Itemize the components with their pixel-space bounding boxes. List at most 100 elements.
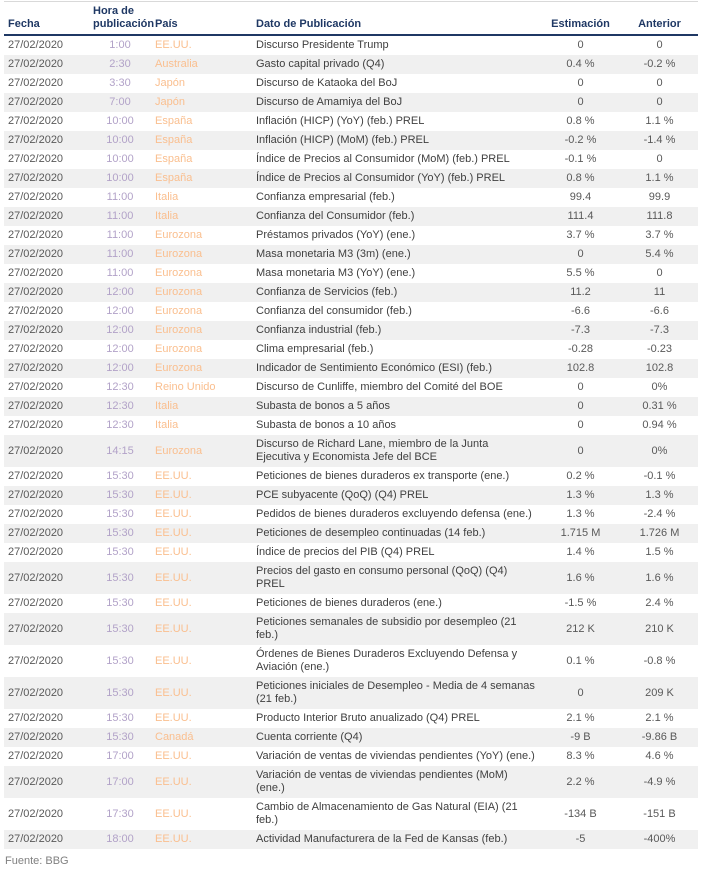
time-cell: 10:00 [106, 172, 134, 184]
event-cell: PCE subyacente (QoQ) (Q4) PREL [256, 489, 429, 501]
previous-cell: -2.4 % [643, 508, 676, 520]
date-cell: 27/02/2020 [8, 58, 64, 70]
time-cell: 15:30 [106, 731, 134, 743]
table-row: 27/02/2020 15:30 EE.UU. Precios del gasto e… [4, 562, 698, 594]
previous-cell: 2.4 % [645, 597, 674, 609]
previous-cell: -7.3 [650, 324, 669, 336]
country-cell: Eurozona [155, 305, 203, 317]
event-cell: Peticiones de bienes duraderos (ene.) [256, 597, 442, 609]
estimate-cell: 0 [577, 444, 584, 457]
event-cell: Variación de ventas de viviendas pendien… [256, 750, 535, 762]
time-cell: 2:30 [109, 58, 131, 70]
previous-cell: 209 K [645, 686, 674, 699]
date-cell: 27/02/2020 [8, 686, 64, 699]
date-cell: 27/02/2020 [8, 381, 64, 393]
date-cell: 27/02/2020 [8, 39, 64, 51]
country-cell: Japón [155, 77, 185, 89]
estimate-cell: 0 [577, 419, 584, 431]
time-cell: 12:00 [106, 324, 134, 336]
event-cell: Subasta de bonos a 10 años [256, 419, 397, 431]
date-cell: 27/02/2020 [8, 622, 64, 635]
column-header-fecha: Fecha [4, 1, 89, 36]
event-cell: Masa monetaria M3 (YoY) (ene.) [256, 267, 416, 279]
date-cell: 27/02/2020 [8, 807, 64, 820]
table-row: 27/02/2020 18:00 EE.UU. Actividad Manufactu… [4, 830, 698, 849]
event-cell: Discurso de Cunliffe, miembro del Comité… [256, 381, 503, 393]
table-row: 27/02/2020 17:00 EE.UU. Variación de ventas… [4, 747, 698, 766]
estimate-cell: 99.4 [569, 191, 592, 203]
table-row: 27/02/2020 12:00 Eurozona Indicador de Sent… [4, 359, 698, 378]
date-cell: 27/02/2020 [8, 489, 64, 501]
previous-cell: 0 [656, 77, 663, 89]
event-cell: Subasta de bonos a 5 años [256, 400, 390, 412]
country-cell: Eurozona [155, 248, 203, 260]
time-cell: 11:00 [106, 229, 134, 241]
country-cell: Canadá [155, 731, 194, 743]
table-row: 27/02/2020 12:00 Eurozona Confianza de Serv… [4, 283, 698, 302]
estimate-cell: 1.6 % [566, 571, 595, 584]
time-cell: 14:15 [106, 444, 134, 457]
estimate-cell: 0 [577, 381, 584, 393]
table-row: 27/02/2020 10:00 España Índice de Precios a… [4, 150, 698, 169]
event-cell: Confianza industrial (feb.) [256, 324, 382, 336]
previous-cell: 5.4 % [645, 248, 674, 260]
previous-cell: -0.8 % [643, 654, 676, 667]
date-cell: 27/02/2020 [8, 229, 64, 241]
country-cell: Italia [155, 400, 179, 412]
previous-cell: 11 [653, 286, 666, 298]
economic-calendar-table: Fecha Hora de publicación País Dato de P… [4, 1, 698, 849]
country-cell: España [155, 172, 193, 184]
table-row: 27/02/2020 15:30 EE.UU. Órdenes de Bienes D… [4, 645, 698, 677]
time-cell: 17:30 [106, 807, 134, 820]
date-cell: 27/02/2020 [8, 597, 64, 609]
country-cell: EE.UU. [155, 654, 192, 667]
country-cell: Japón [155, 96, 185, 108]
estimate-cell: 0.4 % [566, 58, 595, 70]
estimate-cell: 11.2 [570, 286, 591, 298]
previous-cell: 0 [656, 267, 663, 279]
time-cell: 17:00 [106, 750, 134, 762]
time-cell: 11:00 [106, 210, 134, 222]
estimate-cell: 0.1 % [566, 654, 595, 667]
date-cell: 27/02/2020 [8, 654, 64, 667]
column-header-estimacion: Estimación [540, 1, 621, 36]
table-row: 27/02/2020 17:30 EE.UU. Cambio de Almacenam… [4, 798, 698, 830]
table-row: 27/02/2020 17:00 EE.UU. Variación de ventas… [4, 766, 698, 798]
date-cell: 27/02/2020 [8, 96, 64, 108]
table-row: 27/02/2020 14:15 Eurozona Discurso de Richa… [4, 435, 698, 467]
previous-cell: 1.6 % [645, 571, 674, 584]
date-cell: 27/02/2020 [8, 305, 64, 317]
previous-cell: -0.23 [646, 343, 673, 355]
table-row: 27/02/2020 11:00 Eurozona Masa monetaria M3… [4, 245, 698, 264]
previous-cell: 2.1 % [645, 712, 674, 724]
previous-cell: 210 K [645, 622, 674, 635]
time-cell: 11:00 [106, 248, 134, 260]
event-cell: Discurso Presidente Trump [256, 39, 389, 51]
date-cell: 27/02/2020 [8, 775, 64, 788]
event-cell: Inflación (HICP) (MoM) (feb.) PREL [256, 134, 429, 146]
country-cell: España [155, 134, 193, 146]
table-row: 27/02/2020 12:00 Eurozona Confianza del con… [4, 302, 698, 321]
country-cell: EE.UU. [155, 807, 192, 820]
previous-cell: 1.3 % [645, 489, 674, 501]
country-cell: EE.UU. [155, 775, 192, 788]
table-row: 27/02/2020 10:00 España Índice de Precios a… [4, 169, 698, 188]
date-cell: 27/02/2020 [8, 191, 64, 203]
country-cell: EE.UU. [155, 712, 192, 724]
estimate-cell: 0.8 % [566, 172, 595, 184]
estimate-cell: -0.28 [567, 343, 594, 355]
estimate-cell: -0.1 % [564, 153, 597, 165]
table-row: 27/02/2020 15:30 EE.UU. Peticiones de biene… [4, 594, 698, 613]
country-cell: EE.UU. [155, 597, 192, 609]
table-row: 27/02/2020 3:30 Japón Discurso de Kataoka d… [4, 74, 698, 93]
time-cell: 15:30 [106, 546, 134, 558]
table-row: 27/02/2020 2:30 Australia Gasto capital pri… [4, 55, 698, 74]
date-cell: 27/02/2020 [8, 444, 64, 457]
table-row: 27/02/2020 15:30 EE.UU. Peticiones de desem… [4, 524, 698, 543]
country-cell: EE.UU. [155, 686, 192, 699]
table-row: 27/02/2020 15:30 EE.UU. Peticiones semanale… [4, 613, 698, 645]
time-cell: 15:30 [106, 527, 134, 539]
country-cell: Eurozona [155, 286, 203, 298]
event-cell: Cuenta corriente (Q4) [256, 731, 363, 743]
